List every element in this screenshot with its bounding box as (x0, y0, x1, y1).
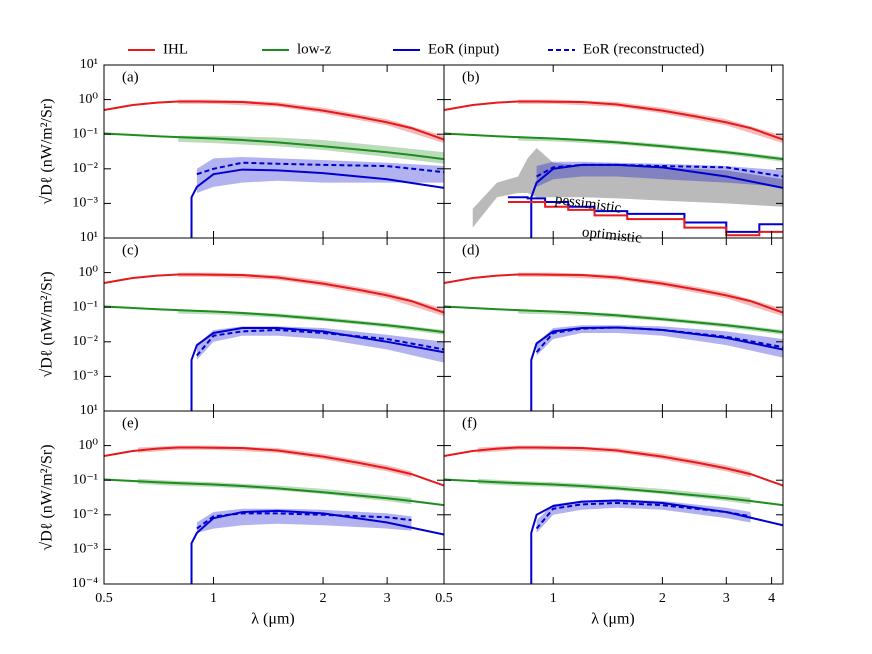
x-tick-label: 2 (659, 591, 666, 606)
panel (444, 99, 783, 238)
band (518, 99, 783, 144)
series-line (104, 100, 444, 141)
series-line (535, 326, 783, 353)
x-tick-label: 3 (723, 591, 730, 606)
y-tick-label: 10⁻² (72, 161, 98, 176)
y-tick-label: 10⁻² (72, 334, 98, 349)
band (196, 508, 412, 533)
series-line (104, 305, 444, 334)
panel (104, 445, 444, 584)
y-tick-label: 10⁻³ (72, 542, 98, 557)
x-tick-label: 1 (550, 591, 557, 606)
series-line (104, 478, 444, 507)
band (178, 135, 444, 164)
series-line (444, 478, 783, 507)
step-line (507, 196, 783, 233)
series-line (104, 132, 444, 161)
y-tick-label: 10⁰ (78, 92, 98, 107)
band (196, 156, 444, 193)
step-line (507, 200, 783, 237)
y-axis-label: √Dℓ (nW/m²/Sr) (39, 98, 56, 204)
legend-label: EoR (reconstructed) (583, 41, 704, 57)
panel-frame (443, 410, 784, 585)
panel-label: (e) (122, 415, 139, 431)
legend-label: low-z (297, 41, 331, 57)
series-line (535, 501, 751, 530)
series-line (196, 328, 444, 357)
y-tick-label: 10⁻³ (72, 369, 98, 384)
y-tick-label: 10¹ (80, 57, 98, 72)
legend-label: IHL (163, 41, 188, 57)
y-tick-label: 10⁻² (72, 507, 98, 522)
series-line (196, 161, 444, 176)
band (518, 136, 783, 162)
band (178, 272, 444, 317)
series-line (190, 509, 444, 584)
series-line (104, 446, 444, 487)
panel-label: (a) (122, 69, 139, 85)
x-tick-label: 4 (768, 591, 775, 606)
series-line (196, 512, 412, 530)
y-axis-label: √Dℓ (nW/m²/Sr) (39, 444, 56, 550)
y-tick-label: 10¹ (80, 403, 98, 418)
x-tick-label: 2 (320, 591, 327, 606)
panel-label: (f) (462, 415, 477, 431)
panel (104, 272, 444, 411)
series-line (190, 168, 444, 238)
panel (444, 272, 783, 411)
panel (104, 99, 444, 238)
band (518, 309, 783, 335)
series-line (444, 446, 783, 487)
x-tick-label: 3 (384, 591, 391, 606)
y-tick-label: 10⁰ (78, 438, 98, 453)
y-tick-label: 10⁻³ (72, 196, 98, 211)
series-line (104, 273, 444, 314)
x-tick-label: 0.5 (435, 591, 453, 606)
y-tick-label: 10⁰ (78, 265, 98, 280)
series-line (444, 132, 783, 161)
x-tick-label: 0.5 (95, 591, 113, 606)
y-tick-label: 10¹ (80, 230, 98, 245)
legend-label: EoR (input) (428, 41, 499, 57)
series-line (444, 273, 783, 314)
series-line (444, 100, 783, 141)
x-tick-label: 1 (210, 591, 217, 606)
panel (444, 445, 783, 584)
panel-label: (c) (122, 242, 139, 258)
band (196, 326, 444, 363)
panel-label: (b) (462, 69, 480, 85)
y-tick-label: 10⁻⁴ (72, 576, 98, 591)
y-tick-label: 10⁻¹ (72, 299, 98, 314)
series-line (536, 163, 783, 178)
band (178, 309, 444, 335)
series-line (190, 327, 444, 411)
band (518, 272, 783, 317)
band (536, 325, 783, 358)
y-tick-label: 10⁻¹ (72, 472, 98, 487)
panel-label: (d) (462, 242, 480, 258)
y-tick-label: 10⁻¹ (72, 126, 98, 141)
x-axis-label: λ (μm) (251, 611, 294, 628)
series-line (530, 163, 783, 238)
annotation: optimistic (581, 224, 643, 246)
x-axis-label: λ (μm) (591, 611, 634, 628)
y-axis-label: √Dℓ (nW/m²/Sr) (39, 271, 56, 377)
series-line (444, 305, 783, 334)
